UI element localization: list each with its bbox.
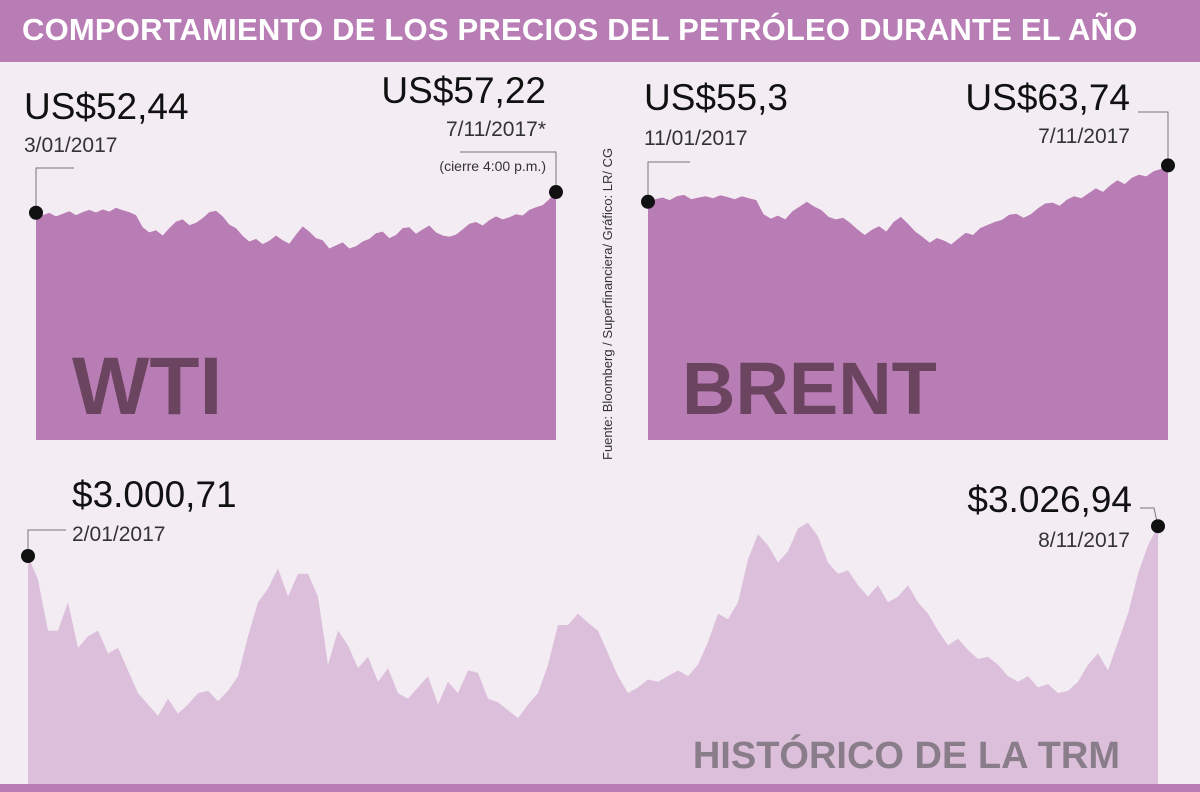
wti-end-value: US$57,22 — [381, 70, 546, 111]
trm-start-value: $3.000,71 — [72, 474, 237, 515]
brent-start-leader — [647, 161, 690, 202]
brent-start-marker — [641, 194, 655, 209]
brent-end-marker — [1161, 158, 1175, 173]
brent-end-date: 7/11/2017 — [1038, 125, 1130, 148]
trm-end-marker — [1151, 519, 1165, 534]
brent-area — [648, 165, 1168, 440]
trm-start-leader — [27, 529, 66, 556]
trm-start-marker — [21, 548, 35, 563]
wti-start-leader — [35, 167, 74, 213]
page-title: COMPORTAMIENTO DE LOS PRECIOS DEL PETRÓL… — [22, 12, 1138, 47]
trm-end-value: $3.026,94 — [967, 479, 1132, 520]
wti-end-leader — [460, 151, 557, 193]
wti-end-marker — [549, 185, 563, 200]
title-bar: COMPORTAMIENTO DE LOS PRECIOS DEL PETRÓL… — [0, 0, 1200, 62]
trm-area — [28, 522, 1158, 784]
wti-end-date: 7/11/2017* — [446, 118, 546, 141]
wti-label: WTI — [72, 341, 222, 432]
wti-start-date: 3/01/2017 — [24, 134, 117, 157]
source-text: Fuente: Bloomberg / Superfinanciera/ Grá… — [600, 148, 615, 460]
wti-area — [36, 192, 556, 440]
brent-label: BRENT — [682, 347, 937, 430]
wti-start-value: US$52,44 — [24, 86, 189, 127]
bottom-rule — [0, 784, 1200, 792]
wti-panel: WTI US$52,44 3/01/2017 US$57,22 7/11/201… — [24, 70, 563, 440]
trm-start-date: 2/01/2017 — [72, 523, 165, 546]
wti-start-marker — [29, 205, 43, 220]
brent-end-leader — [1138, 111, 1169, 166]
brent-start-value: US$55,3 — [644, 77, 788, 118]
trm-panel: HISTÓRICO DE LA TRM $3.000,71 2/01/2017 … — [21, 474, 1165, 784]
brent-end-value: US$63,74 — [965, 77, 1130, 118]
trm-end-date: 8/11/2017 — [1038, 529, 1130, 552]
trm-label: HISTÓRICO DE LA TRM — [693, 733, 1120, 777]
brent-panel: BRENT US$55,3 11/01/2017 US$63,74 7/11/2… — [641, 77, 1175, 440]
wti-end-note: (cierre 4:00 p.m.) — [439, 158, 546, 174]
brent-start-date: 11/01/2017 — [644, 127, 748, 150]
